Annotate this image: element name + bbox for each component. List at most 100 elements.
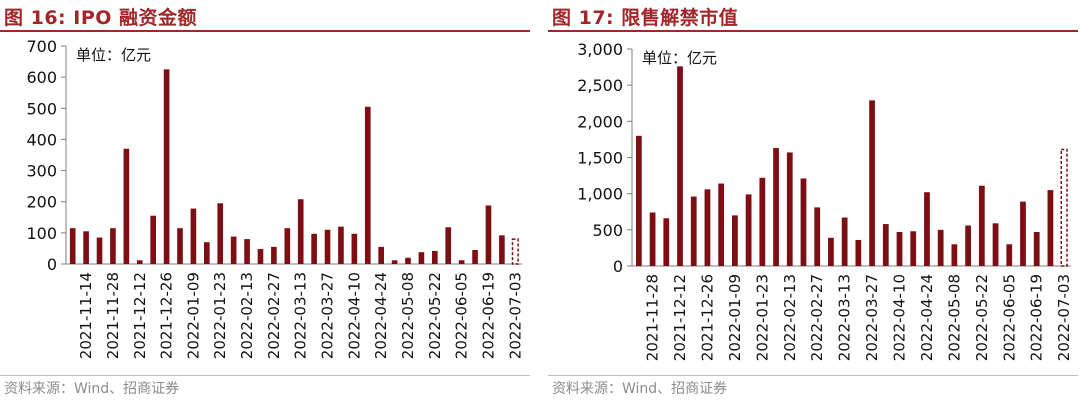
bar <box>718 183 725 266</box>
x-tick-label: 2022-03-27 <box>319 272 337 359</box>
x-tick-label: 2022-02-27 <box>808 274 826 361</box>
x-tick-label: 2022-03-27 <box>863 274 881 361</box>
x-tick-label: 2021-11-28 <box>104 272 122 359</box>
bar <box>773 148 779 266</box>
bar <box>445 227 452 264</box>
bar <box>136 260 143 264</box>
bar <box>311 233 317 264</box>
x-tick-label: 2022-03-13 <box>836 274 854 361</box>
bar <box>458 260 465 264</box>
bar <box>635 135 642 266</box>
title-rule <box>0 30 530 32</box>
bar <box>418 252 425 264</box>
bar <box>204 242 210 264</box>
x-tick-label: 2022-06-05 <box>1000 274 1018 361</box>
x-tick-label: 2021-12-12 <box>671 274 689 361</box>
unit-label: 单位：亿元 <box>642 49 717 67</box>
x-tick-label: 2021-12-26 <box>158 272 176 359</box>
bar <box>814 207 821 266</box>
ipo-financing-chart: 0 100 200 300 400 500 600 700 单位：亿元 2021-11-14 202… <box>26 37 524 359</box>
bar <box>110 228 116 264</box>
y-tick-label: 500 <box>26 99 57 118</box>
bar <box>869 100 875 267</box>
x-tick-label: 2022-01-23 <box>753 274 771 361</box>
y-tick-label: 0 <box>613 257 623 276</box>
bar <box>244 239 250 264</box>
bar <box>297 199 304 264</box>
x-tick-label: 2022-01-23 <box>211 272 229 359</box>
x-tick-label: 2022-01-09 <box>726 274 744 361</box>
bar <box>69 228 76 264</box>
bar <box>937 229 944 266</box>
bar <box>391 260 398 264</box>
y-tick-label: 500 <box>592 221 623 240</box>
chart-title: 图 16: IPO 融资金额 <box>4 7 198 29</box>
lockup-expiry-chart: 0 500 1,000 1,500 2,000 2,500 3,000 单位：亿元 2021-1… <box>577 40 1073 361</box>
bar <box>732 215 738 266</box>
bar <box>271 246 277 264</box>
y-tick-label: 200 <box>26 193 57 212</box>
x-tick-label: 2022-05-08 <box>945 274 963 361</box>
bar <box>217 203 224 264</box>
source-note: 资料来源：Wind、招商证券 <box>552 381 728 397</box>
bar <box>1033 232 1040 266</box>
x-tick-label: 2021-12-12 <box>131 272 149 359</box>
bar <box>150 215 156 264</box>
bar <box>828 237 834 266</box>
x-tick-label: 2022-01-09 <box>184 272 202 359</box>
bar <box>472 249 478 264</box>
bar <box>1006 244 1013 266</box>
bar-estimated <box>1060 148 1068 267</box>
bar <box>951 244 958 266</box>
x-tick-label: 2022-04-24 <box>918 274 936 361</box>
y-tick-label: 2,000 <box>577 112 623 131</box>
x-tick-label: 2022-04-24 <box>372 272 390 359</box>
bar <box>882 224 889 266</box>
x-tick-label: 2022-06-19 <box>479 272 497 359</box>
y-tick-label: 300 <box>26 162 57 181</box>
bar <box>96 237 103 264</box>
bar <box>432 250 438 264</box>
y-tick-label: 400 <box>26 130 57 149</box>
bar-estimated <box>511 238 519 265</box>
bar <box>485 205 492 264</box>
x-tick-label: 2022-06-19 <box>1028 274 1046 361</box>
bar <box>924 192 930 266</box>
bar <box>499 235 505 264</box>
bar <box>745 194 752 266</box>
x-tick-label: 2022-02-13 <box>238 272 256 359</box>
bar <box>1047 190 1054 266</box>
x-tick-label: 2021-12-26 <box>698 274 716 361</box>
bar <box>1020 201 1026 266</box>
x-tick-label: 2022-03-13 <box>292 272 310 359</box>
bar <box>663 218 670 266</box>
bar <box>163 69 170 264</box>
bar <box>378 246 384 264</box>
bar <box>992 223 999 266</box>
x-tick-label: 2022-05-08 <box>399 272 417 359</box>
unit-label: 单位：亿元 <box>76 46 151 64</box>
x-tick-label: 2022-05-22 <box>973 274 991 361</box>
source-rule <box>548 375 1078 376</box>
bar <box>896 232 903 266</box>
source-rule <box>0 375 530 376</box>
bar <box>800 178 807 266</box>
x-tick-label: 2022-05-22 <box>426 272 444 359</box>
x-tick-label: 2022-07-03 <box>1055 274 1073 361</box>
bar <box>965 225 971 266</box>
x-tick-label: 2022-06-05 <box>453 272 471 359</box>
bar <box>364 106 371 264</box>
bar <box>690 196 697 266</box>
lockup-expiry-panel: 图 17: 限售解禁市值 0 500 1,000 1,500 2,000 2,500 3,0… <box>548 0 1080 402</box>
bar <box>230 236 237 264</box>
title-rule <box>548 30 1078 32</box>
x-tick-label: 2021-11-28 <box>644 274 662 361</box>
bar <box>910 231 917 266</box>
y-tick-label: 600 <box>26 68 57 87</box>
bar <box>649 212 656 266</box>
y-tick-label: 100 <box>26 224 57 243</box>
bar <box>257 249 264 264</box>
x-tick-label: 2022-02-13 <box>781 274 799 361</box>
x-tick-label: 2022-07-03 <box>506 272 524 359</box>
source-note: 资料来源：Wind、招商证券 <box>4 381 180 397</box>
